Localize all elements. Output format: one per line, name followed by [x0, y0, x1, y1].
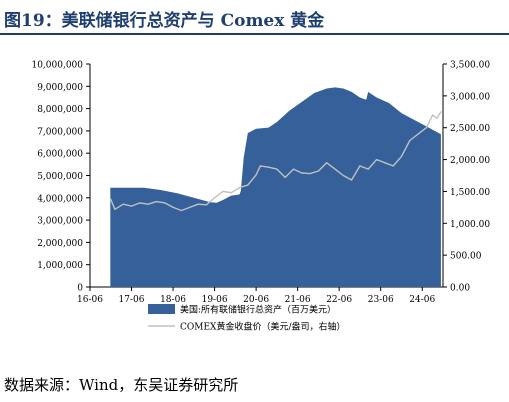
gold-price-point [276, 168, 278, 170]
gold-price-point [409, 139, 411, 142]
legend-area-label: 美国:所有联储银行总资产（百万美元） [180, 304, 336, 316]
chart-title: 图19：美联储银行总资产与 Comex 黄金 [4, 11, 325, 31]
chart-plot [109, 87, 442, 288]
gold-price-point [180, 209, 182, 212]
gold-price-point [197, 203, 199, 205]
y-left-tick-label: 9,000,000 [37, 83, 83, 93]
x-tick-label: 20-06 [243, 295, 269, 305]
x-tick-label: 23-06 [368, 295, 394, 305]
y-left-tick-label: 10,000,000 [31, 61, 83, 71]
gold-price-point [284, 176, 286, 178]
gold-price-point [214, 197, 216, 199]
gold-price-point [417, 133, 419, 135]
gold-price-point [238, 187, 241, 189]
x-tick-label: 21-06 [285, 295, 311, 305]
x-tick-label: 17-06 [119, 295, 145, 305]
gold-price-point [259, 165, 261, 167]
gold-price-point [436, 117, 438, 119]
y-right-tick-label: 2,500.00 [450, 124, 490, 134]
gold-price-point [309, 173, 311, 175]
gold-price-point [367, 168, 369, 170]
gold-price-point [334, 168, 336, 170]
gold-price-point [351, 179, 353, 181]
gold-price-point [172, 206, 174, 208]
x-tick-label: 22-06 [326, 295, 352, 305]
y-right-tick-label: 1,000.00 [450, 220, 490, 230]
gold-price-point [130, 205, 133, 207]
gold-price-point [432, 114, 434, 116]
y-left-tick-label: 6,000,000 [37, 150, 83, 160]
y-left-tick-label: 2,000,000 [37, 239, 83, 249]
fed-assets-area [110, 87, 441, 288]
gold-price-point [342, 174, 344, 177]
gold-price-point [268, 166, 270, 168]
gold-price-point [230, 192, 232, 194]
y-right-tick-label: 0.00 [450, 284, 470, 294]
y-left-tick-label: 8,000,000 [37, 105, 83, 115]
y-left-tick-label: 4,000,000 [37, 194, 83, 204]
y-right-tick-label: 3,000.00 [450, 92, 490, 102]
title-rule [0, 33, 509, 35]
chart-svg: 0 1,000,000 2,000,000 3,000,000 4,000,000 5,0… [31, 61, 490, 333]
gold-price-point [376, 159, 378, 161]
gold-price-point [400, 155, 403, 157]
gold-price-point [205, 204, 207, 206]
gold-price-point [114, 208, 116, 210]
gold-price-point [326, 162, 328, 164]
y-right-tick-label: 1,500.00 [450, 188, 490, 198]
gold-price-point [155, 201, 157, 203]
gold-price-point [440, 111, 442, 113]
y-left-tick-label: 1,000,000 [37, 261, 83, 271]
gold-price-point [292, 168, 295, 170]
y-right-tick-label: 3,500.00 [450, 61, 490, 71]
gold-price-point [122, 203, 124, 205]
gold-price-point [384, 162, 386, 164]
gold-price-point [255, 174, 257, 176]
gold-price-point [164, 202, 166, 204]
y-left-tick-label: 0 [77, 284, 83, 294]
x-tick-label: 24-06 [409, 295, 435, 305]
x-tick-label: 18-06 [160, 295, 186, 305]
legend-line-label: COMEX黄金收盘价（美元/盎司，右轴） [180, 321, 346, 333]
y-right-tick-label: 2,000.00 [450, 156, 490, 166]
gold-price-point [139, 202, 141, 204]
y-left-tick-label: 7,000,000 [37, 127, 83, 137]
y-right-tick-label: 500.00 [450, 252, 482, 262]
gold-price-point [222, 190, 224, 192]
chart-ticks: 0 1,000,000 2,000,000 3,000,000 4,000,000 5,0… [31, 61, 490, 306]
gold-price-point [359, 165, 361, 167]
gold-price-point [247, 184, 249, 186]
x-tick-label: 19-06 [202, 295, 228, 305]
gold-price-point [301, 172, 303, 174]
chart-legend: 美国:所有联储银行总资产（百万美元） COMEX黄金收盘价（美元/盎司，右轴） [148, 304, 346, 333]
gold-price-point [147, 203, 149, 205]
x-tick-label: 16-06 [77, 295, 103, 305]
y-left-tick-label: 5,000,000 [37, 172, 83, 182]
y-left-tick-label: 3,000,000 [37, 217, 83, 227]
gold-price-point [317, 170, 319, 172]
gold-price-point [109, 197, 111, 199]
gold-price-point [392, 165, 394, 167]
gold-price-point [425, 127, 427, 129]
data-source: 数据来源：Wind，东吴证券研究所 [4, 376, 239, 394]
legend-area-swatch [148, 304, 175, 314]
gold-price-point [189, 206, 191, 208]
